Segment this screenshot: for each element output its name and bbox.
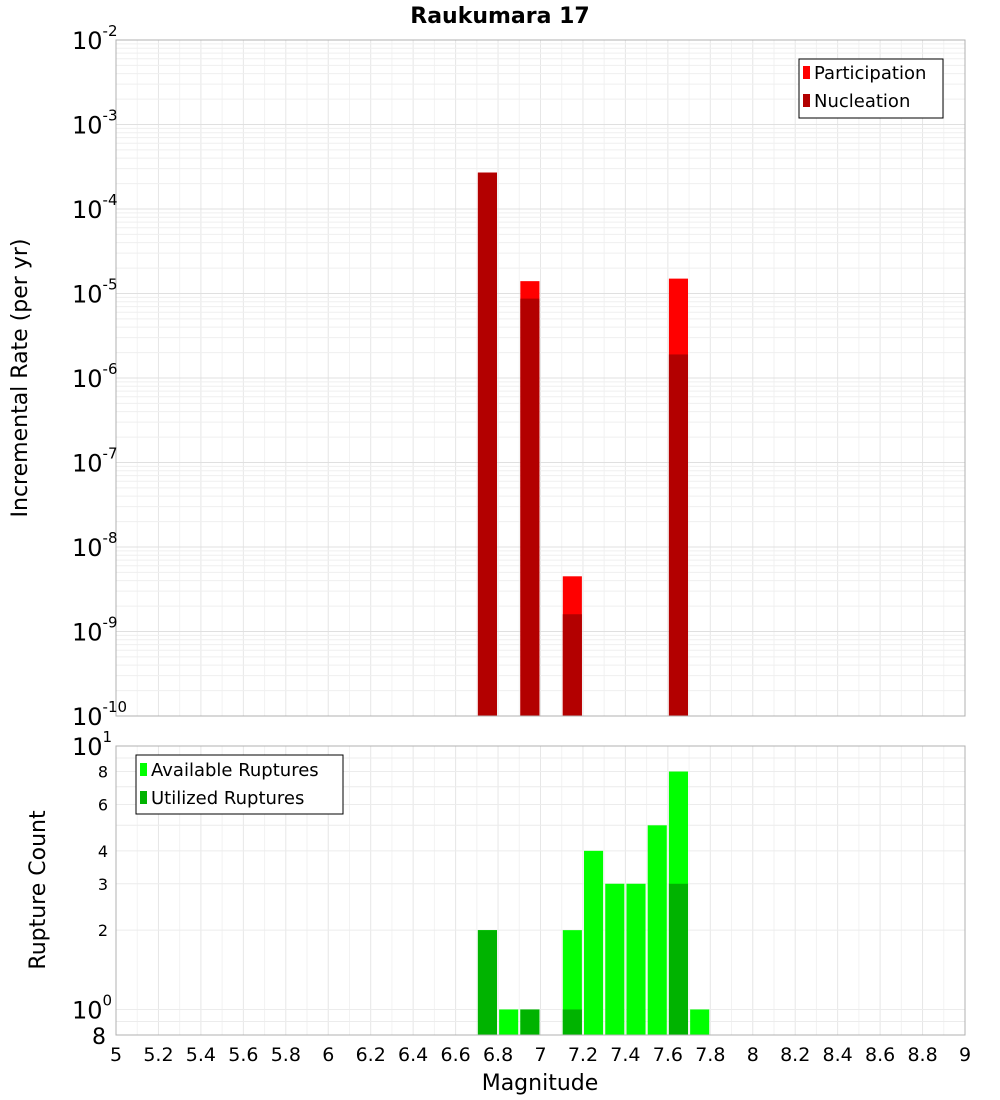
x-tick-label: 7 [534,1044,546,1066]
bottom-legend-box [135,754,344,815]
bottom-y-axis-label: Rupture Count [26,810,51,970]
bottom-y-tick-label: 8 [92,1025,106,1050]
available-ruptures-bar [499,1009,519,1035]
x-tick-label: 7.2 [568,1044,598,1066]
bottom-y-tick-label: 4 [98,842,108,861]
available-ruptures-bar [626,883,646,1035]
bottom-y-tick-label: 100 [72,991,112,1024]
bottom-legend: Available Ruptures Utilized Ruptures [135,754,344,815]
bottom-plot-frame [115,745,966,1036]
top-y-tick-label: 10-3 [72,107,118,140]
utilized-ruptures-bar [477,930,497,1035]
top-y-tick-label: 10-10 [72,698,127,731]
x-axis-label: Magnitude [482,1071,599,1096]
legend-swatch-participation [803,66,810,79]
bottom-y-tick-label: 101 [72,728,112,761]
top-y-tick-label: 10-9 [72,614,118,647]
legend-label-nucleation: Nucleation [814,91,910,112]
x-tick-label: 7.8 [695,1044,725,1066]
available-ruptures-bar [690,1009,710,1035]
x-tick-label: 5.8 [271,1044,301,1066]
x-tick-label: 8.8 [907,1044,937,1066]
top-plot-frame [115,39,966,717]
top-legend: Participation Nucleation [798,58,944,119]
bottom-bars [477,771,710,1035]
top-y-ticks: 10-2 10-3 10-4 10-5 10-6 10-7 10-8 10-9 10-10 [72,22,127,731]
chart-title: Raukumara 17 [410,4,589,29]
legend-label-utilized: Utilized Ruptures [151,788,304,809]
bottom-y-tick-label: 3 [98,875,108,894]
x-tick-label: 7.6 [653,1044,683,1066]
x-tick-label: 8 [747,1044,759,1066]
available-ruptures-bar [584,850,604,1035]
top-y-tick-label: 10-2 [72,22,118,55]
available-ruptures-bar [605,883,625,1035]
top-y-tick-label: 10-8 [72,529,118,562]
x-tick-label: 5.2 [143,1044,173,1066]
x-tick-label: 6.8 [483,1044,513,1066]
x-tick-label: 7.4 [610,1044,640,1066]
legend-label-available: Available Ruptures [151,760,319,781]
bottom-y-tick-label: 6 [98,795,108,814]
x-ticks: 5 5.2 5.4 5.6 5.8 6 6.2 6.4 6.6 6.8 7 7.2 7.4 7.6 7.8 8… [110,1044,971,1066]
x-tick-label: 5.6 [228,1044,258,1066]
utilized-ruptures-bar [668,883,689,1035]
legend-swatch-nucleation [803,94,810,107]
x-tick-label: 6.4 [398,1044,428,1066]
available-ruptures-bar [562,930,582,1035]
x-tick-label: 5 [110,1044,122,1066]
bottom-y-tick-label: 8 [98,763,108,782]
top-y-tick-label: 10-7 [72,445,118,478]
top-bars [477,172,689,717]
top-y-tick-label: 10-5 [72,276,118,309]
nucleation-bar [562,614,582,716]
top-y-tick-label: 10-4 [72,191,118,224]
x-tick-label: 6 [322,1044,334,1066]
x-tick-label: 8.4 [823,1044,853,1066]
nucleation-bar [668,354,689,716]
legend-swatch-available [140,763,147,776]
top-grid [115,40,966,717]
utilized-ruptures-bar [562,1009,582,1035]
legend-swatch-utilized [140,791,147,804]
available-ruptures-bar [647,825,667,1035]
legend-label-participation: Participation [814,63,926,84]
top-y-axis-label: Incremental Rate (per yr) [8,239,33,518]
x-tick-label: 9 [959,1044,971,1066]
nucleation-bar [477,172,497,717]
x-tick-label: 5.4 [186,1044,216,1066]
top-y-tick-label: 10-6 [72,360,118,393]
x-tick-label: 6.2 [356,1044,386,1066]
x-tick-label: 8.2 [780,1044,810,1066]
top-legend-box [798,58,944,119]
x-tick-label: 8.6 [865,1044,895,1066]
top-panel: 10-2 10-3 10-4 10-5 10-6 10-7 10-8 10-9 10-10 In… [8,22,966,731]
x-tick-label: 6.6 [440,1044,470,1066]
bottom-y-tick-label: 2 [98,921,108,940]
nucleation-bar [520,298,540,716]
utilized-ruptures-bar [520,1009,540,1035]
